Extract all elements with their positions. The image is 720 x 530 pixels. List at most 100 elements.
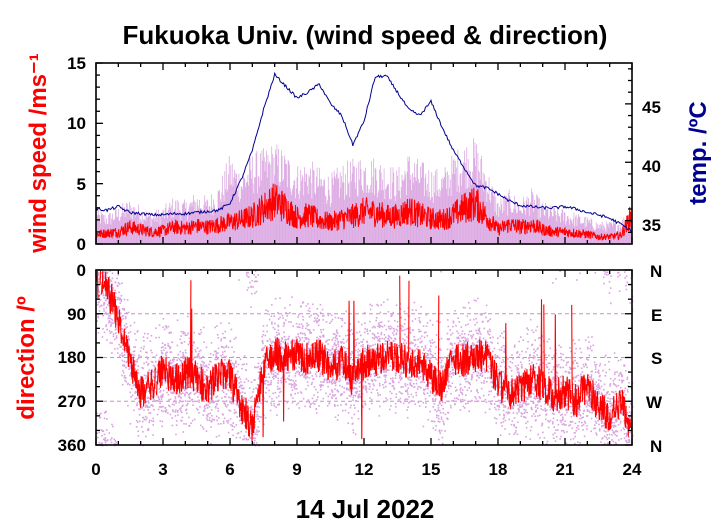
direction-sample-point	[325, 392, 327, 395]
direction-sample-point	[165, 354, 167, 356]
direction-sample-point	[110, 280, 113, 283]
direction-sample-point	[389, 408, 391, 411]
direction-sample-point	[486, 341, 489, 344]
direction-sample-point	[437, 407, 440, 409]
direction-sample-point	[468, 410, 470, 412]
direction-sample-point	[618, 379, 621, 381]
direction-sample-point	[371, 402, 373, 405]
direction-sample-point	[429, 357, 431, 359]
direction-sample-point	[579, 413, 581, 416]
direction-sample-point	[334, 339, 337, 342]
direction-sample-point	[115, 336, 118, 339]
direction-sample-point	[208, 406, 211, 408]
direction-sample-point	[484, 377, 486, 379]
direction-sample-point	[114, 332, 117, 334]
direction-sample-point	[319, 386, 322, 388]
direction-sample-point	[371, 379, 374, 381]
direction-sample-point	[586, 366, 588, 369]
direction-sample-point	[229, 423, 232, 426]
direction-sample-point	[225, 345, 228, 347]
direction-sample-point	[96, 320, 98, 322]
direction-sample-point	[505, 391, 508, 393]
direction-sample-point	[394, 361, 397, 364]
direction-sample-point	[119, 354, 121, 356]
direction-sample-point	[192, 400, 194, 403]
direction-sample-point	[526, 397, 529, 399]
direction-sample-point	[498, 404, 500, 407]
direction-sample-point	[287, 407, 290, 410]
direction-sample-point	[439, 400, 441, 403]
direction-sample-point	[616, 430, 619, 433]
direction-sample-point	[247, 271, 249, 274]
direction-sample-point	[417, 376, 419, 378]
direction-sample-point	[217, 347, 220, 350]
direction-sample-point	[553, 392, 556, 394]
direction-sample-point	[215, 383, 218, 385]
direction-sample-point	[505, 411, 508, 414]
direction-sample-point	[240, 422, 243, 425]
direction-sample-point	[96, 297, 99, 300]
direction-sample-point	[147, 371, 149, 373]
direction-sample-point	[404, 390, 407, 392]
direction-sample-point	[444, 356, 446, 359]
direction-sample-point	[171, 424, 174, 427]
direction-sample-point	[252, 442, 254, 445]
direction-sample-point	[567, 361, 569, 363]
direction-sample-point	[164, 381, 167, 384]
direction-sample-point	[476, 400, 478, 403]
direction-sample-point	[173, 367, 176, 369]
direction-sample-point	[218, 417, 220, 419]
direction-sample-point	[235, 365, 238, 368]
direction-sample-point	[505, 397, 507, 399]
direction-sample-point	[502, 421, 505, 423]
direction-sample-point	[478, 327, 481, 330]
direction-sample-point	[368, 408, 371, 410]
direction-sample-point	[273, 369, 275, 372]
direction-sample-point	[387, 311, 390, 313]
direction-sample-point	[142, 378, 145, 381]
direction-sample-point	[196, 347, 199, 349]
direction-sample-point	[98, 295, 100, 298]
direction-sample-point	[401, 329, 403, 332]
direction-sample-point	[305, 337, 308, 339]
direction-sample-point	[556, 383, 558, 386]
direction-sample-point	[536, 404, 539, 406]
direction-sample-point	[199, 371, 201, 374]
direction-sample-point	[235, 336, 237, 339]
direction-sample-point	[255, 442, 258, 444]
direction-sample-point	[496, 404, 499, 407]
direction-sample-point	[175, 424, 178, 426]
direction-sample-point	[504, 428, 506, 430]
direction-sample-point	[121, 354, 123, 357]
direction-sample-point	[586, 428, 588, 430]
direction-sample-point	[216, 395, 219, 398]
direction-sample-point	[300, 392, 303, 394]
direction-sample-point	[338, 377, 341, 380]
direction-sample-point	[218, 434, 220, 437]
direction-sample-point	[440, 365, 443, 367]
direction-sample-point	[175, 392, 177, 395]
direction-sample-point	[239, 412, 242, 414]
direction-sample-point	[435, 334, 438, 336]
direction-sample-point	[630, 419, 632, 421]
direction-sample-point	[141, 366, 143, 369]
direction-sample-point	[243, 396, 245, 399]
direction-sample-point	[208, 419, 211, 422]
direction-sample-point	[629, 302, 631, 304]
direction-sample-point	[531, 361, 533, 364]
direction-sample-point	[374, 343, 377, 346]
direction-sample-point	[296, 326, 299, 328]
direction-sample-point	[309, 406, 312, 408]
direction-sample-point	[328, 339, 331, 341]
direction-sample-point	[370, 369, 373, 371]
direction-sample-point	[363, 331, 366, 334]
direction-sample-point	[514, 431, 517, 434]
direction-sample-point	[285, 381, 287, 383]
direction-sample-point	[615, 442, 617, 445]
direction-sample-point	[546, 366, 549, 369]
direction-sample-point	[425, 314, 428, 316]
direction-sample-point	[287, 343, 289, 346]
direction-sample-point	[470, 390, 472, 392]
direction-sample-point	[552, 417, 555, 420]
direction-sample-point	[353, 370, 356, 373]
